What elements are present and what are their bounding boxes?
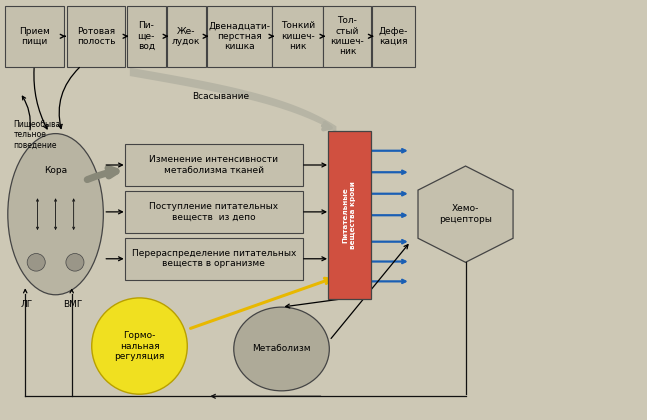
Polygon shape [130, 68, 336, 133]
Text: Метаболизм: Метаболизм [252, 344, 311, 354]
FancyBboxPatch shape [324, 6, 371, 67]
FancyBboxPatch shape [127, 6, 166, 67]
FancyBboxPatch shape [272, 6, 323, 67]
Ellipse shape [8, 134, 104, 295]
Text: ЛГ: ЛГ [21, 300, 32, 309]
FancyBboxPatch shape [372, 6, 415, 67]
Text: Пищеобыва-
тельное
поведение: Пищеобыва- тельное поведение [14, 120, 63, 150]
FancyBboxPatch shape [206, 6, 272, 67]
Text: Ротовая
полость: Ротовая полость [77, 26, 115, 46]
Text: Кора: Кора [44, 166, 67, 175]
Polygon shape [418, 166, 513, 262]
Text: Перераспределение питательных
веществ в организме: Перераспределение питательных веществ в … [131, 249, 296, 268]
Text: Изменение интенсивности
метаболизма тканей: Изменение интенсивности метаболизма ткан… [149, 155, 278, 175]
FancyBboxPatch shape [67, 6, 126, 67]
Text: Тол-
стый
кишеч-
ник: Тол- стый кишеч- ник [331, 16, 364, 56]
Text: Прием
пищи: Прием пищи [19, 26, 50, 46]
Text: Двенадцати-
перстная
кишка: Двенадцати- перстная кишка [208, 21, 270, 51]
Ellipse shape [27, 254, 45, 271]
Ellipse shape [92, 298, 187, 394]
FancyBboxPatch shape [5, 6, 64, 67]
Text: Всасывание: Всасывание [192, 92, 248, 102]
Text: ВМГ: ВМГ [63, 300, 83, 309]
Ellipse shape [66, 254, 84, 271]
Text: Дефе-
кация: Дефе- кация [378, 26, 408, 46]
Text: Поступление питательных
веществ  из депо: Поступление питательных веществ из депо [149, 202, 278, 222]
Text: Питательные
вещества крови: Питательные вещества крови [343, 181, 356, 249]
FancyBboxPatch shape [125, 144, 303, 186]
FancyBboxPatch shape [167, 6, 206, 67]
Text: Тонкий
кишеч-
ник: Тонкий кишеч- ник [281, 21, 314, 51]
Text: Гормо-
нальная
регуляция: Гормо- нальная регуляция [115, 331, 165, 361]
Text: Же-
лудок: Же- лудок [172, 26, 201, 46]
Text: Хемо-
рецепторы: Хемо- рецепторы [439, 205, 492, 224]
Ellipse shape [234, 307, 329, 391]
Text: Пи-
ще-
вод: Пи- ще- вод [138, 21, 155, 51]
FancyBboxPatch shape [125, 238, 303, 280]
FancyBboxPatch shape [328, 131, 371, 299]
FancyBboxPatch shape [125, 191, 303, 233]
